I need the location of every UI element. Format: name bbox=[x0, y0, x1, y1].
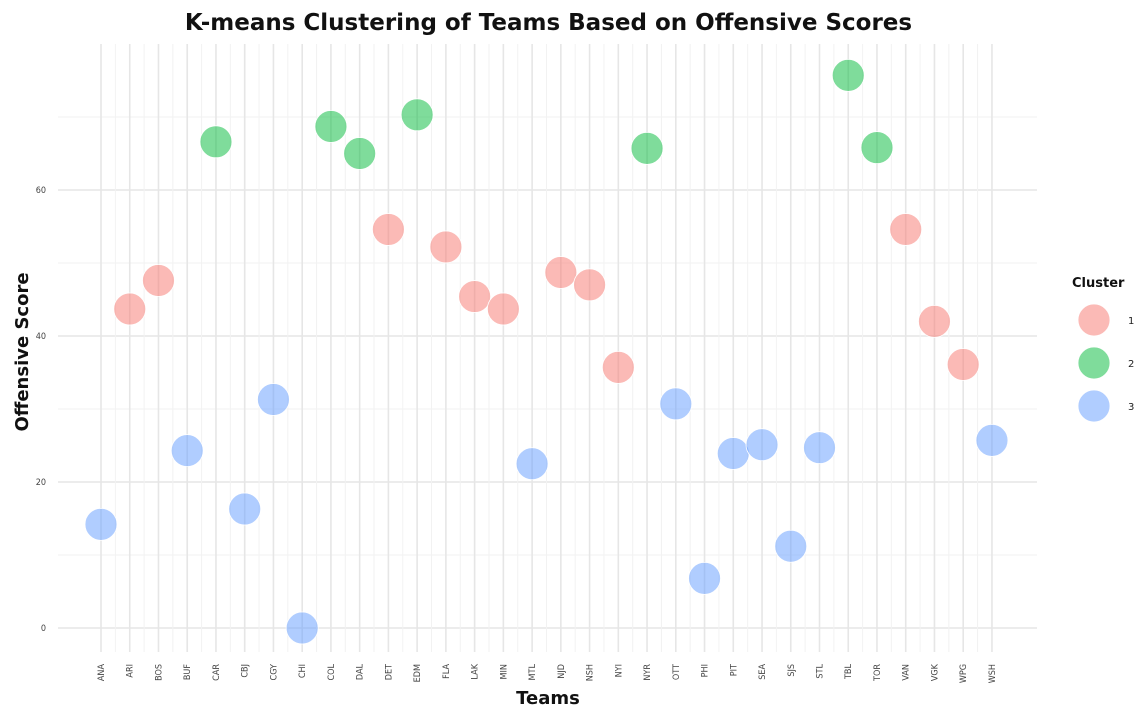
data-point-ott bbox=[659, 387, 693, 421]
data-point-tor bbox=[860, 131, 894, 165]
x-tick-label: WPG bbox=[959, 664, 969, 683]
x-tick-label: NYI bbox=[614, 664, 624, 677]
x-tick-label: FLA bbox=[442, 664, 452, 679]
legend-label: 2 bbox=[1128, 359, 1134, 370]
y-tick-label: 20 bbox=[36, 478, 46, 488]
data-point-sea bbox=[745, 428, 779, 462]
x-tick-label: CAR bbox=[212, 664, 222, 681]
grid-layer bbox=[58, 44, 1037, 652]
data-point-tbl bbox=[831, 58, 865, 92]
x-tick-label: CGY bbox=[269, 664, 279, 680]
y-tick-label: 0 bbox=[41, 624, 46, 634]
data-point-ari bbox=[113, 292, 147, 326]
data-point-van bbox=[889, 213, 923, 246]
legend: Cluster 1 2 3 bbox=[1072, 276, 1134, 423]
legend-title: Cluster bbox=[1072, 276, 1125, 291]
data-point-nyr bbox=[630, 131, 664, 165]
data-point-col bbox=[314, 110, 348, 143]
x-tick-label: MIN bbox=[499, 664, 509, 679]
x-tick-label: COL bbox=[327, 664, 337, 681]
x-tick-label: LAK bbox=[471, 663, 481, 679]
x-tick-label: EDM bbox=[413, 664, 423, 682]
data-point-ana bbox=[84, 507, 118, 541]
data-point-bos bbox=[142, 264, 175, 297]
data-point-sjs bbox=[774, 529, 808, 563]
x-tick-label: VAN bbox=[902, 664, 912, 681]
x-tick-label: NSH bbox=[586, 664, 596, 681]
x-tick-label: CHI bbox=[298, 664, 308, 678]
data-point-wpg bbox=[946, 348, 980, 381]
data-point-car bbox=[199, 125, 233, 159]
x-tick-label: TOR bbox=[873, 664, 883, 682]
data-point-det bbox=[371, 213, 405, 246]
legend-key-2 bbox=[1077, 346, 1111, 380]
points-layer bbox=[84, 58, 1009, 645]
x-tick-label: BOS bbox=[154, 664, 164, 681]
y-tick-labels: 0 20 40 60 bbox=[36, 186, 46, 634]
x-tick-label: PIT bbox=[729, 664, 739, 676]
data-point-edm bbox=[400, 98, 434, 132]
x-axis-title: Teams bbox=[516, 688, 580, 709]
y-axis-title: Offensive Score bbox=[12, 272, 33, 431]
y-tick-label: 40 bbox=[36, 332, 46, 342]
x-tick-label: NJD bbox=[557, 664, 567, 679]
x-tick-label: VGK bbox=[930, 663, 940, 681]
legend-key-3 bbox=[1077, 389, 1111, 423]
x-tick-label: MTL bbox=[528, 664, 538, 681]
x-tick-labels: ANA ARI BOS BUF CAR CBJ CGY CHI COL DAL DET EDM FLA L… bbox=[97, 663, 998, 683]
x-tick-label: STL bbox=[816, 664, 826, 679]
x-tick-label: OTT bbox=[672, 664, 682, 680]
legend-label: 3 bbox=[1128, 402, 1134, 413]
data-point-nsh bbox=[573, 268, 606, 302]
x-tick-label: TBL bbox=[844, 664, 854, 680]
data-point-mtl bbox=[515, 447, 549, 481]
data-point-cgy bbox=[257, 383, 290, 416]
data-point-pit bbox=[716, 437, 750, 470]
data-point-phi bbox=[688, 561, 721, 595]
data-point-fla bbox=[429, 230, 463, 264]
x-tick-label: SJS bbox=[787, 664, 797, 677]
x-tick-label: NYR bbox=[643, 664, 653, 681]
data-point-cbj bbox=[228, 492, 262, 526]
legend-label: 1 bbox=[1128, 316, 1134, 327]
chart-title: K-means Clustering of Teams Based on Off… bbox=[184, 10, 913, 36]
data-point-min bbox=[486, 292, 520, 326]
x-tick-label: CBJ bbox=[241, 664, 251, 678]
data-point-lak bbox=[458, 280, 492, 313]
x-tick-label: WSH bbox=[988, 664, 998, 683]
data-point-dal bbox=[343, 137, 377, 170]
x-tick-label: ARI bbox=[126, 664, 136, 678]
legend-key-1 bbox=[1077, 303, 1111, 337]
x-tick-label: ANA bbox=[97, 664, 107, 682]
data-point-stl bbox=[803, 431, 836, 465]
y-tick-label: 60 bbox=[36, 186, 46, 196]
x-tick-label: DET bbox=[384, 664, 394, 680]
data-point-wsh bbox=[975, 423, 1009, 457]
data-point-chi bbox=[285, 611, 319, 645]
x-tick-label: DAL bbox=[356, 664, 366, 681]
data-point-buf bbox=[170, 434, 204, 468]
x-tick-label: SEA bbox=[758, 664, 768, 680]
data-point-njd bbox=[544, 256, 578, 289]
x-tick-label: PHI bbox=[701, 664, 711, 677]
data-point-nyi bbox=[601, 350, 635, 384]
data-point-vgk bbox=[918, 304, 951, 338]
x-tick-label: BUF bbox=[183, 664, 193, 680]
